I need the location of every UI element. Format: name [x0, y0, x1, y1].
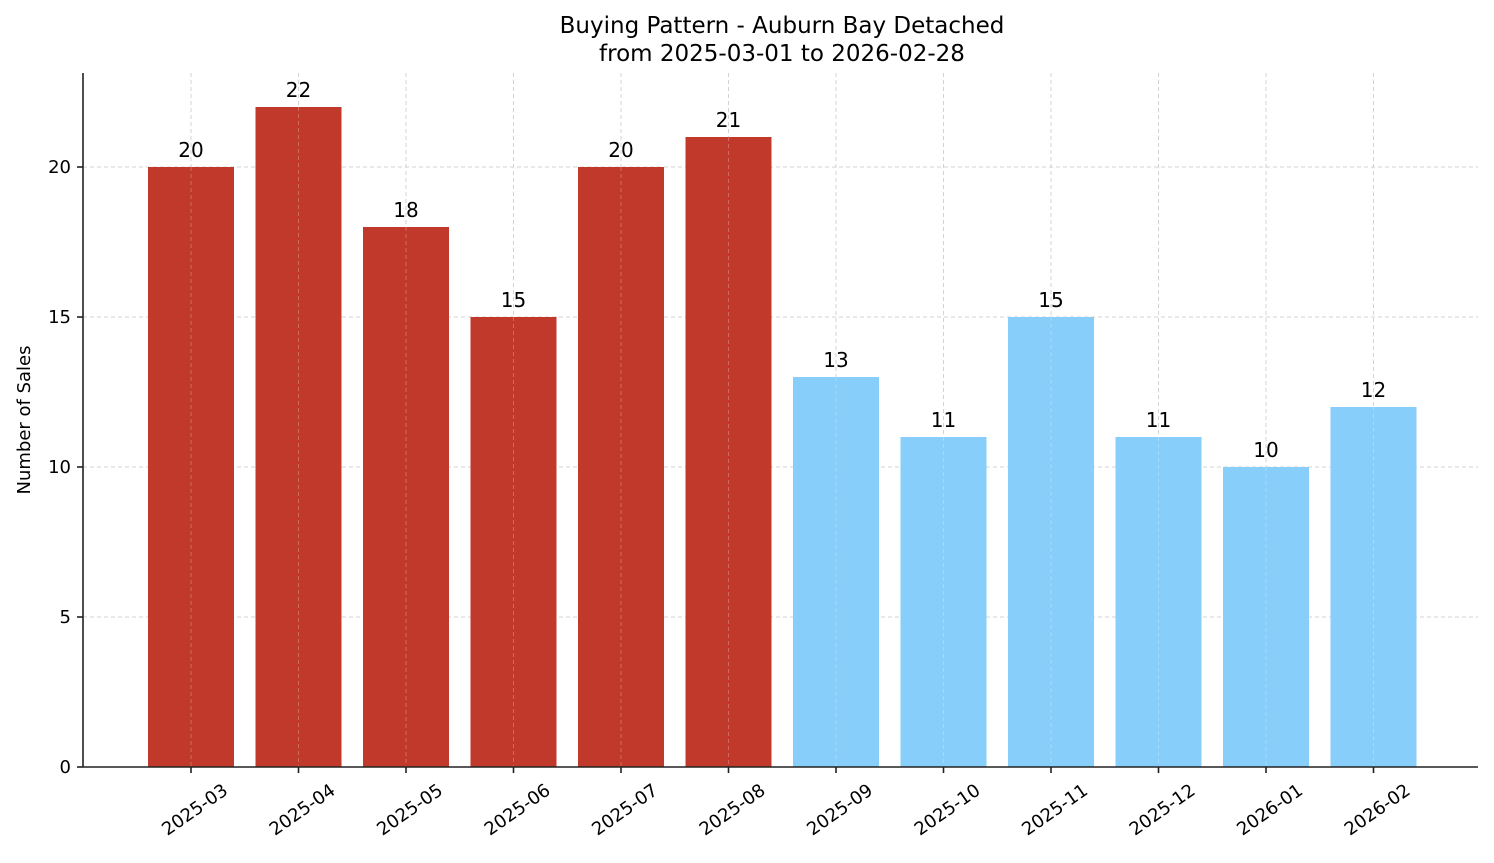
chart-title: Buying Pattern - Auburn Bay Detached [560, 13, 1005, 39]
bar-2025-05 [363, 227, 449, 767]
bar-value-label: 18 [393, 198, 418, 222]
x-tick-label: 2025-10 [911, 780, 985, 840]
bar-value-label: 10 [1253, 438, 1278, 462]
x-tick-label: 2025-08 [696, 780, 770, 840]
chart-subtitle: from 2025-03-01 to 2026-02-28 [599, 41, 965, 67]
bar-value-label: 21 [716, 108, 741, 132]
bar-2025-12 [1115, 437, 1202, 767]
bar-2026-02 [1330, 407, 1417, 767]
bar-2025-11 [1008, 317, 1094, 767]
y-tick-label: 15 [48, 307, 71, 328]
y-axis-label: Number of Sales [14, 345, 35, 494]
bar-value-label: 22 [286, 78, 311, 102]
y-tick-label: 10 [48, 457, 71, 478]
y-tick-label: 5 [60, 607, 71, 628]
x-tick-label: 2025-09 [803, 780, 877, 840]
bar-2025-09 [793, 377, 879, 767]
x-tick-label: 2025-06 [481, 780, 555, 840]
x-tick-label: 2026-01 [1233, 780, 1307, 840]
bar-value-label: 15 [501, 288, 526, 312]
bars: 20 22 18 15 20 21 13 11 15 11 10 12 [148, 78, 1417, 767]
bar-2025-04 [255, 107, 342, 767]
x-tick-label: 2025-12 [1126, 780, 1200, 840]
bar-value-label: 15 [1038, 288, 1063, 312]
bar-value-label: 11 [1146, 408, 1171, 432]
x-tick-label: 2025-05 [373, 780, 447, 840]
x-tick-label: 2025-11 [1018, 780, 1092, 840]
bar-value-label: 20 [178, 138, 203, 162]
y-tick-label: 0 [60, 757, 71, 778]
bar-2026-01 [1223, 467, 1309, 767]
x-tick-label: 2025-03 [158, 780, 232, 840]
x-tick-label: 2026-02 [1341, 780, 1415, 840]
x-tick-label: 2025-07 [588, 780, 662, 840]
bar-value-label: 11 [931, 408, 956, 432]
bar-value-label: 20 [608, 138, 633, 162]
bar-2025-03 [148, 167, 234, 767]
bar-2025-06 [470, 317, 557, 767]
bar-2025-10 [900, 437, 987, 767]
bar-2025-07 [578, 167, 664, 767]
x-tick-label: 2025-04 [266, 780, 340, 840]
y-tick-label: 20 [48, 157, 71, 178]
bar-2025-08 [685, 137, 772, 767]
bar-value-label: 13 [823, 348, 848, 372]
bar-value-label: 12 [1361, 378, 1386, 402]
